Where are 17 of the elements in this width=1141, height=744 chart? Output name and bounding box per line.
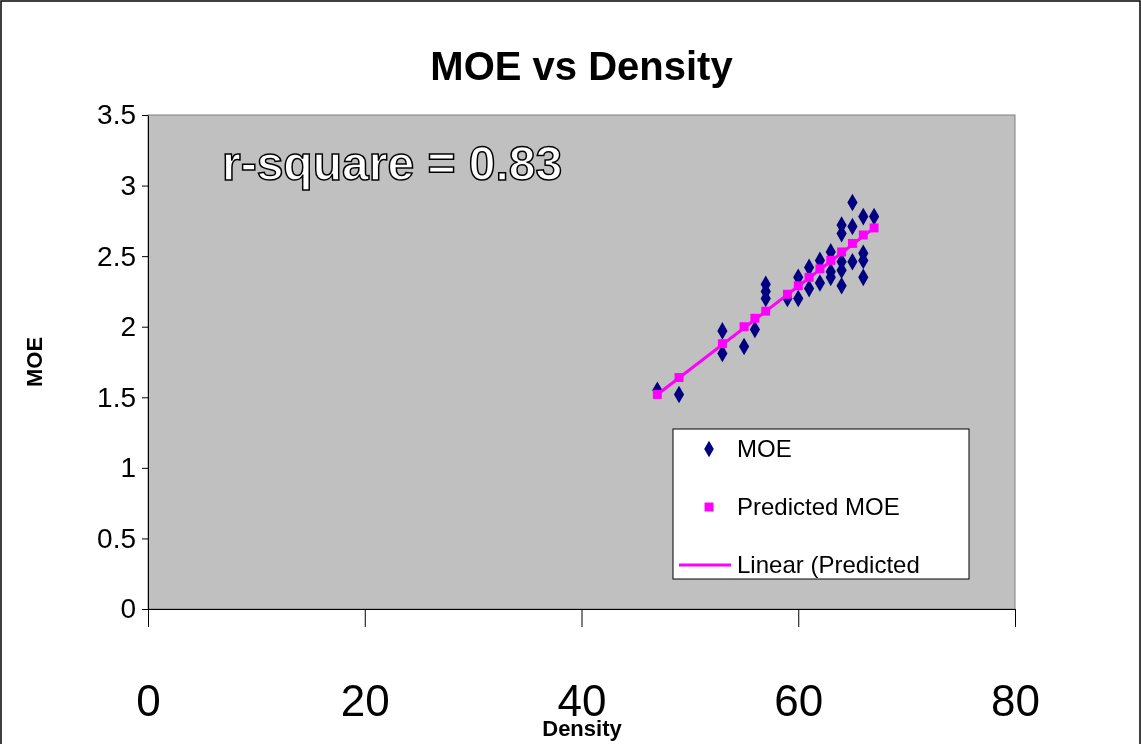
y-tick-label: 3 [120, 170, 136, 202]
y-tick-label: 0 [120, 593, 136, 625]
legend-label: Predicted MOE [737, 493, 900, 520]
legend-label: Linear (Predicted [737, 551, 920, 578]
annotation: r-square = 0.83 [222, 137, 563, 190]
y-tick-label: 2.5 [97, 240, 136, 272]
x-tick-label: 60 [774, 676, 824, 726]
x-tick-label: 80 [991, 676, 1040, 726]
y-axis-title: MOE [22, 336, 47, 388]
chart-title: MOE vs Density [430, 44, 734, 88]
y-tick-label: 2 [120, 311, 136, 343]
y-tick-label: 3.5 [97, 99, 136, 131]
y-tick-label: 1.5 [97, 381, 136, 413]
y-tick-label: 1 [120, 452, 136, 484]
y-tick-label: 0.5 [97, 522, 136, 554]
legend-label: MOE [737, 435, 792, 462]
x-tick-label: 20 [340, 676, 390, 726]
